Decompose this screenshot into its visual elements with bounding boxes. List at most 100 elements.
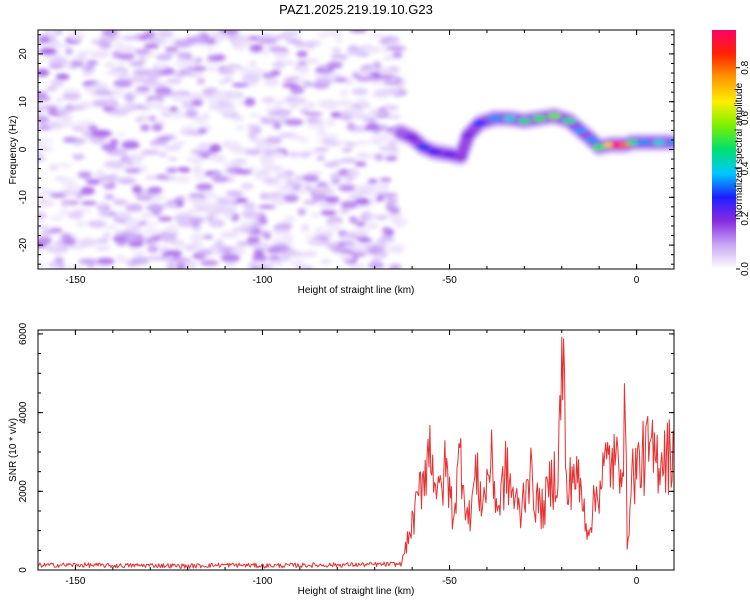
noise-blob [38,224,50,230]
noise-blob [334,76,348,83]
noise-blob [208,104,223,111]
noise-blob [378,145,397,152]
noise-blob [197,142,212,149]
noise-blob [50,78,64,88]
noise-blob [357,237,372,243]
noise-blob [49,193,67,198]
noise-blob [283,215,296,223]
noise-blob [379,185,389,193]
noise-blob [149,99,164,108]
noise-blob [177,51,187,60]
noise-blob [38,153,44,162]
noise-blob [248,132,258,141]
noise-blob [147,186,163,195]
noise-blob [331,159,343,165]
noise-blob [38,138,49,144]
noise-blob [38,68,50,77]
chart-title: PAZ1.2025.219.19.10.G23 [279,2,433,17]
noise-blob [387,138,399,148]
noise-blob [217,208,237,213]
noise-blob [243,201,256,211]
noise-blob [364,123,381,131]
noise-blob [157,135,172,142]
colorbar-tick-label: 0.4 [740,161,750,175]
noise-blob [104,193,115,200]
noise-blob [232,45,245,51]
noise-blob [376,239,387,248]
noise-blob [351,72,361,79]
noise-blob [263,78,280,87]
signal-point [442,151,457,158]
noise-blob [98,178,112,186]
noise-blob [47,40,60,45]
noise-blob [137,114,150,122]
noise-blob [380,192,399,199]
noise-blob [296,60,308,65]
noise-blob [201,112,211,121]
noise-blob [251,125,262,135]
noise-blob [333,36,344,43]
noise-blob [304,234,316,239]
noise-blob [218,106,237,116]
noise-blob [320,209,337,216]
noise-blob [380,88,401,95]
bottom-x-tick-label: -150 [65,576,85,587]
noise-blob [326,216,343,225]
noise-blob [338,184,356,192]
noise-blob [39,47,57,56]
noise-blob [217,68,236,75]
noise-blob [273,34,290,40]
noise-blob [376,74,395,80]
noise-blob [113,40,124,50]
bottom-x-axis-label: Height of straight line (km) [298,586,415,597]
noise-blob [330,111,342,119]
noise-blob [244,97,256,107]
noise-blob [51,56,68,64]
noise-blob [189,232,204,242]
noise-blob [210,247,221,253]
noise-blob [150,196,162,202]
noise-blob [201,36,216,43]
noise-blob [382,80,401,86]
noise-blob [367,262,385,269]
noise-blob [140,124,151,132]
noise-blob [202,234,214,240]
noise-blob [279,253,292,262]
noise-blob [141,149,160,156]
bottom-x-tick-label: 0 [634,576,640,587]
signal-point [393,129,408,136]
noise-blob [306,43,315,50]
signal-point [584,136,599,143]
noise-blob [226,141,241,148]
noise-blob [257,204,277,209]
noise-blob [299,108,309,114]
noise-blob [331,47,342,54]
noise-blob [379,177,392,183]
noise-blob [116,148,128,158]
noise-blob [356,197,370,206]
noise-blob [121,35,141,41]
noise-blob [226,92,242,99]
noise-blob [370,71,381,78]
noise-blob [385,244,401,253]
noise-blob [299,67,309,76]
noise-blob [276,222,293,230]
signal-point [667,139,674,146]
noise-blob [166,262,176,269]
signal-point [405,134,420,141]
top-x-tick-label: -100 [252,275,272,286]
noise-blob [38,189,57,196]
noise-blob [367,118,377,126]
noise-blob [355,76,373,82]
signal-point [416,144,431,151]
noise-blob [135,86,151,91]
noise-blob [232,35,250,45]
noise-blob [299,265,309,269]
noise-blob [74,153,83,161]
noise-blob [219,231,239,239]
top-x-axis: -150 -100 -50 0 [37,30,675,286]
noise-blob [96,257,115,266]
noise-blob [325,196,340,204]
